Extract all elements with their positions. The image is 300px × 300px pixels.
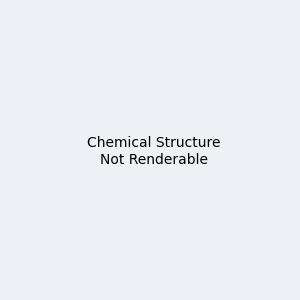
Text: Chemical Structure
Not Renderable: Chemical Structure Not Renderable <box>87 136 220 166</box>
